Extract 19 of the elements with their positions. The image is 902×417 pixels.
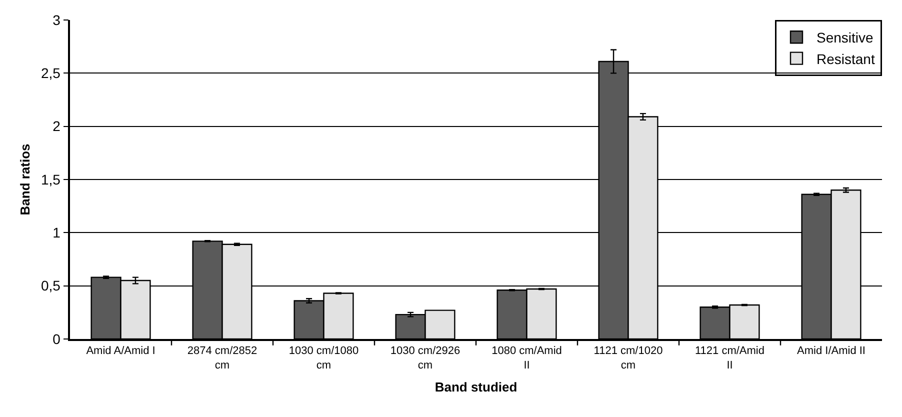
y-tick-label: 1 [52, 224, 61, 241]
y-tick-label: 3 [52, 12, 61, 28]
legend-label: Resistant [816, 50, 875, 67]
legend-label: Sensitive [816, 30, 874, 46]
x-tick-label: 2874 cm/2852 cm [187, 344, 258, 372]
y-tick-label: 1,5 [40, 171, 61, 188]
x-tick-label: Amid A/Amid I [86, 344, 156, 357]
x-tick-label: 1121 cm/Amid II [695, 344, 764, 372]
y-tick-label: 0,5 [40, 278, 61, 294]
x-tick-label: Amid I/Amid II [797, 344, 866, 357]
y-tick-label: 2 [52, 118, 61, 134]
x-tick-label: 1121 cm/1020 cm [594, 344, 663, 372]
x-tick-label: 1030 cm/2926 cm [390, 344, 460, 372]
x-tick-label: 1080 cm/Amid II [492, 344, 562, 372]
y-axis-title: Band ratios [17, 144, 32, 216]
y-tick-label: 0 [52, 330, 61, 347]
x-tick-label: 1030 cm/1080 cm [288, 344, 359, 372]
y-tick-label: 2,5 [40, 65, 61, 82]
x-axis-title: Band studied [434, 379, 518, 394]
